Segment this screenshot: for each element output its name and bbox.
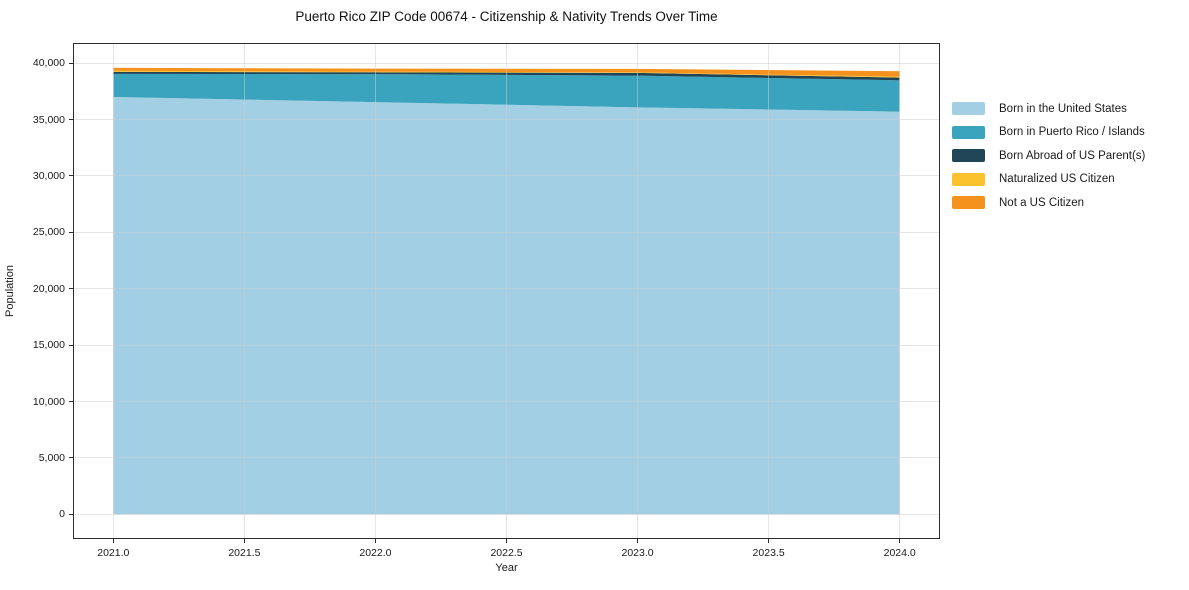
y-tick-mark: [69, 457, 73, 459]
y-tick-mark: [69, 231, 73, 233]
y-tick-mark: [69, 401, 73, 403]
area-series-0: [113, 97, 900, 515]
y-tick-mark: [69, 175, 73, 177]
x-tick-mark: [374, 539, 376, 543]
x-tick-label: 2022.0: [359, 547, 392, 559]
legend-item: Born Abroad of US Parent(s): [952, 149, 1145, 163]
chart-title: Puerto Rico ZIP Code 00674 - Citizenship…: [295, 9, 718, 24]
legend-swatch-icon: [952, 172, 985, 186]
x-tick-label: 2023.5: [752, 547, 785, 559]
y-tick-mark: [69, 119, 73, 121]
y-tick-label: 35,000: [32, 113, 65, 126]
legend-item: Born in the United States: [952, 102, 1145, 116]
x-tick-label: 2023.0: [621, 547, 654, 559]
y-tick-label: 25,000: [32, 226, 65, 239]
legend-item: Born in Puerto Rico / Islands: [952, 125, 1145, 140]
x-axis-label: Year: [495, 562, 518, 574]
legend-swatch-icon: [952, 102, 985, 116]
x-tick-label: 2021.0: [97, 547, 130, 559]
area-series-4: [113, 67, 900, 77]
y-tick-mark: [69, 513, 73, 515]
x-tick-mark: [637, 539, 639, 543]
legend-swatch-icon: [952, 196, 985, 210]
y-tick-label: 10,000: [32, 395, 65, 408]
y-tick-label: 20,000: [32, 282, 65, 295]
plot-area: 0 5,000 10,000 15,000 20,000 25,000 30,000 35,0…: [33, 44, 939, 559]
area-series-2: [113, 71, 900, 81]
y-tick-label: 40,000: [32, 57, 65, 70]
x-tick-label: 2021.5: [228, 547, 261, 559]
y-tick-mark: [69, 344, 73, 346]
y-tick-label: 15,000: [32, 339, 65, 352]
x-tick-mark: [768, 539, 770, 543]
legend-label: Naturalized US Citizen: [999, 173, 1115, 186]
y-axis-label: Population: [4, 265, 16, 317]
y-tick-mark: [69, 288, 73, 290]
stacked-area-plot: [113, 67, 900, 515]
x-tick-label: 2022.5: [490, 547, 523, 559]
legend-label: Born in the United States: [999, 102, 1127, 115]
y-tick-label: 0: [59, 508, 65, 521]
x-tick-label: 2024.0: [883, 547, 916, 559]
x-tick-mark: [112, 539, 114, 543]
x-tick-mark: [243, 539, 245, 543]
legend-label: Not a US Citizen: [999, 196, 1085, 209]
legend-label: Born Abroad of US Parent(s): [999, 149, 1146, 162]
legend: Born in the United States Born in Puerto…: [952, 102, 1145, 210]
legend-swatch-icon: [952, 149, 985, 163]
legend-label: Born in Puerto Rico / Islands: [999, 126, 1145, 139]
legend-swatch-icon: [952, 125, 985, 139]
y-tick-label: 5,000: [38, 451, 65, 464]
legend-item: Not a US Citizen: [952, 196, 1145, 210]
y-tick-mark: [69, 62, 73, 64]
y-tick-label: 30,000: [32, 169, 65, 182]
x-tick-mark: [899, 539, 901, 543]
legend-item: Naturalized US Citizen: [952, 172, 1145, 187]
x-tick-mark: [506, 539, 507, 543]
